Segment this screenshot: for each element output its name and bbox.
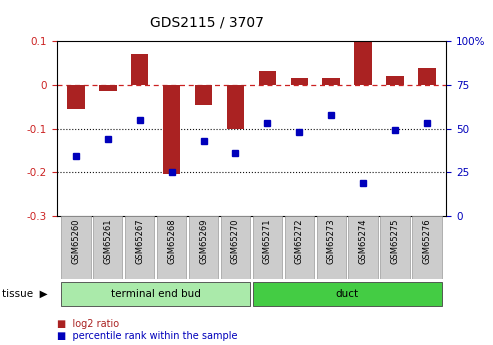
Bar — [387, 76, 404, 85]
FancyBboxPatch shape — [284, 216, 314, 279]
Bar — [227, 85, 244, 128]
Bar — [418, 68, 436, 85]
Text: GSM65268: GSM65268 — [167, 218, 176, 264]
Text: GSM65274: GSM65274 — [359, 218, 368, 264]
Bar — [99, 85, 116, 91]
Text: GSM65272: GSM65272 — [295, 218, 304, 264]
FancyBboxPatch shape — [253, 216, 282, 279]
Text: terminal end bud: terminal end bud — [111, 289, 201, 299]
Text: GDS2115 / 3707: GDS2115 / 3707 — [150, 16, 264, 30]
Bar — [259, 71, 276, 85]
Text: ■  log2 ratio: ■ log2 ratio — [57, 319, 119, 329]
Bar — [163, 85, 180, 174]
Bar — [354, 41, 372, 85]
Text: tissue  ▶: tissue ▶ — [2, 289, 48, 299]
Bar — [290, 78, 308, 85]
Bar — [131, 55, 148, 85]
FancyBboxPatch shape — [125, 216, 154, 279]
Text: GSM65273: GSM65273 — [327, 218, 336, 264]
Bar — [195, 85, 212, 105]
FancyBboxPatch shape — [189, 216, 218, 279]
FancyBboxPatch shape — [317, 216, 346, 279]
Text: GSM65275: GSM65275 — [390, 218, 400, 264]
FancyBboxPatch shape — [253, 282, 442, 306]
FancyBboxPatch shape — [61, 216, 91, 279]
FancyBboxPatch shape — [61, 282, 250, 306]
FancyBboxPatch shape — [412, 216, 442, 279]
Text: GSM65270: GSM65270 — [231, 218, 240, 264]
FancyBboxPatch shape — [381, 216, 410, 279]
Text: GSM65260: GSM65260 — [71, 218, 80, 264]
Text: GSM65261: GSM65261 — [103, 218, 112, 264]
Bar — [322, 78, 340, 85]
Text: GSM65267: GSM65267 — [135, 218, 144, 264]
Text: duct: duct — [336, 289, 359, 299]
FancyBboxPatch shape — [93, 216, 122, 279]
FancyBboxPatch shape — [349, 216, 378, 279]
Text: GSM65276: GSM65276 — [423, 218, 431, 264]
FancyBboxPatch shape — [157, 216, 186, 279]
Text: ■  percentile rank within the sample: ■ percentile rank within the sample — [57, 332, 237, 341]
Text: GSM65269: GSM65269 — [199, 218, 208, 264]
FancyBboxPatch shape — [221, 216, 250, 279]
Text: GSM65271: GSM65271 — [263, 218, 272, 264]
Bar — [67, 85, 85, 109]
